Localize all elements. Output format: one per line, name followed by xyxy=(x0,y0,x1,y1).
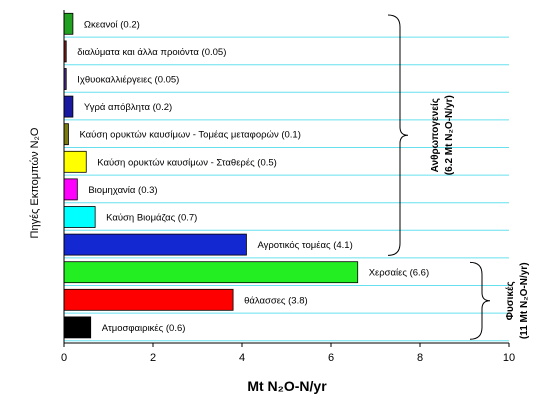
bar-label: Καύση ορυκτών καυσίμων - Τομέας μεταφορώ… xyxy=(79,130,300,141)
group-bracket xyxy=(387,14,409,256)
bar xyxy=(63,288,234,311)
group-brackets: Ανθρωπογενείς (6.2 Mt N₂O-N/yr) Φυσικές (11… xyxy=(387,14,530,340)
bar xyxy=(63,261,359,284)
x-axis-label: Mt N₂O-N/yr xyxy=(247,378,327,394)
x-tick-label: 0 xyxy=(61,352,67,364)
bar-label: Αγροτικός τομέας (4.1) xyxy=(257,240,352,251)
bar xyxy=(63,316,92,339)
x-ticks: 0 2 4 6 8 10 xyxy=(61,343,515,364)
bar xyxy=(63,178,78,201)
group-label-anthropogenic: Ανθρωπογενείς xyxy=(430,98,441,172)
bar-label: Ιχθυοκαλλιέργειες (0.05) xyxy=(77,75,179,86)
gridlines xyxy=(64,36,509,342)
bar-labels: Ωκεανοί (0.2) διαλύματα και άλλα προιόντα… xyxy=(77,19,429,334)
bar-label: Υγρά απόβλητα (0.2) xyxy=(84,102,172,113)
bar-label: Βιομηχανία (0.3) xyxy=(88,185,157,196)
bar-label: θάλασσες (3.8) xyxy=(244,295,308,306)
bar-label: διαλύματα και άλλα προιόντα (0.05) xyxy=(77,47,226,58)
x-tick-label: 6 xyxy=(328,352,334,364)
bar-label: Καύση ορυκτών καυσίμων - Σταθερές (0.5) xyxy=(97,157,277,168)
bar xyxy=(63,123,69,146)
x-tick-label: 10 xyxy=(503,352,515,364)
bar xyxy=(63,233,247,256)
group-bracket xyxy=(469,261,491,340)
axes xyxy=(63,10,509,344)
bar-label: Ωκεανοί (0.2) xyxy=(84,19,140,30)
bar-label: Χερσαίες (6.6) xyxy=(369,268,429,279)
x-tick-label: 2 xyxy=(150,352,156,364)
bar xyxy=(63,12,74,35)
y-axis-label: Πηγές Εκπομπών N₂O xyxy=(29,127,41,238)
group-label-natural: Φυσικές xyxy=(505,281,516,320)
bars xyxy=(63,12,359,339)
group-label-natural-total: (11 Mt N₂O-N/yr) xyxy=(519,262,530,339)
bar-label: Ατμοσφαιρικές (0.6) xyxy=(102,323,186,334)
group-label-anthropogenic-total: (6.2 Mt N₂O-N/yr) xyxy=(444,95,455,175)
bar-label: Καύση Βιομάζας (0.7) xyxy=(106,213,197,224)
x-tick-label: 4 xyxy=(239,352,245,364)
x-tick-label: 8 xyxy=(417,352,423,364)
bar xyxy=(63,206,96,228)
bar xyxy=(63,95,74,118)
bar xyxy=(63,150,87,173)
